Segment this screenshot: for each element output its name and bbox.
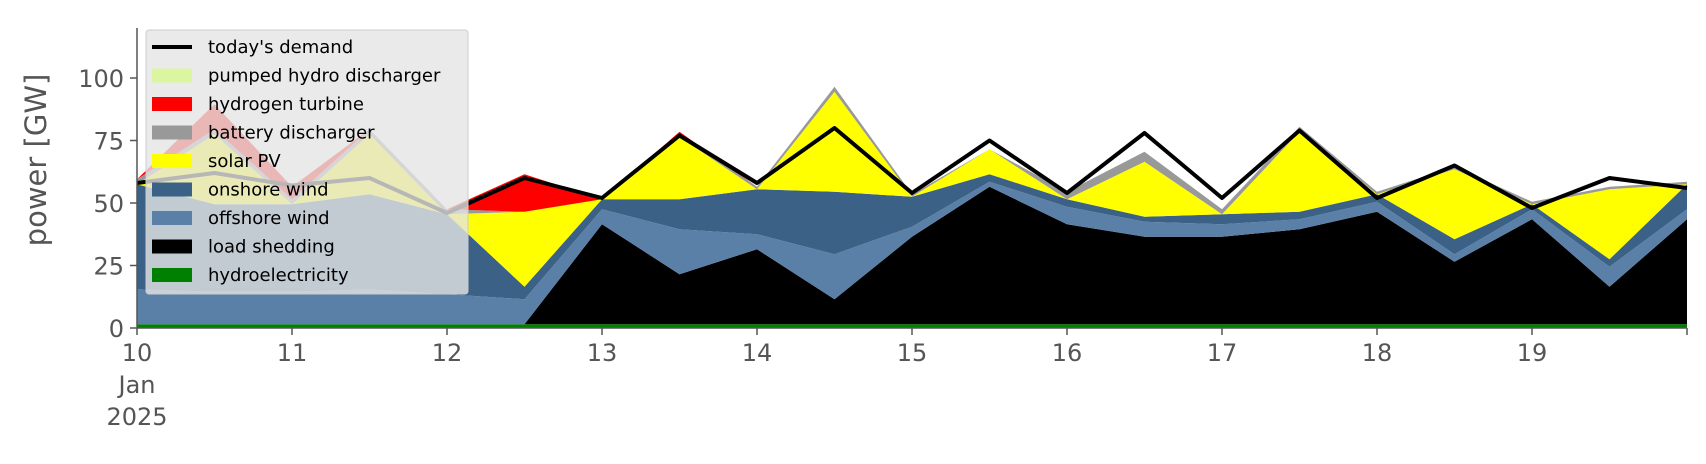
legend-swatch-onshore-wind — [152, 182, 192, 197]
x-tick-sublabel-month: Jan — [117, 371, 156, 399]
legend-label-hydrogen-turbine: hydrogen turbine — [208, 94, 364, 115]
legend-label-today-s-demand: today's demand — [208, 37, 353, 58]
area-hydrogen-turbine — [137, 86, 1687, 212]
x-tick-label: 17 — [1207, 339, 1238, 367]
area-hydroelectricity — [137, 324, 1687, 328]
x-tick-label: 14 — [742, 339, 773, 367]
legend-swatch-battery-discharger — [152, 125, 192, 140]
legend-swatch-pumped-hydro-discharger — [152, 68, 192, 83]
legend: today's demand pumped hydro discharger hyd… — [145, 29, 469, 295]
legend-label-battery-discharger: battery discharger — [208, 123, 375, 144]
legend-label-hydroelectricity: hydroelectricity — [208, 265, 349, 286]
legend-swatch-solar-pv — [152, 154, 192, 168]
legend-swatch-offshore-wind — [152, 211, 192, 225]
y-tick-label: 50 — [93, 190, 124, 218]
area-load-shedding — [137, 186, 1687, 325]
legend-box — [145, 29, 469, 295]
legend-label-load-shedding: load shedding — [208, 237, 335, 258]
x-tick-label: 10 — [122, 339, 153, 367]
y-tick-label: 25 — [93, 253, 124, 281]
legend-label-onshore-wind: onshore wind — [208, 180, 329, 201]
x-tick-sublabel-year: 2025 — [106, 403, 167, 431]
y-axis-label: power [GW] — [19, 74, 53, 247]
y-tick-label: 75 — [93, 128, 124, 156]
axes-group: 0 25 50 75 100 10 Jan 2025 11 12 13 14 15 16 17 18 19 — [78, 28, 1688, 431]
legend-label-solar-pv: solar PV — [208, 151, 281, 172]
area-solar-pv — [137, 91, 1687, 287]
legend-label-pumped-hydro-discharger: pumped hydro discharger — [208, 66, 441, 87]
legend-swatch-hydrogen-turbine — [152, 97, 192, 111]
x-tick-label: 13 — [587, 339, 618, 367]
y-tick-label: 100 — [78, 65, 124, 93]
legend-swatch-hydroelectricity — [152, 268, 192, 282]
area-offshore-wind — [137, 181, 1687, 325]
legend-swatch-load-shedding — [152, 239, 192, 254]
x-tick-label: 16 — [1052, 339, 1083, 367]
x-tick-label: 18 — [1362, 339, 1393, 367]
legend-label-offshore-wind: offshore wind — [208, 208, 330, 229]
x-tick-label: 19 — [1517, 339, 1548, 367]
x-tick-label: 12 — [432, 339, 463, 367]
x-tick-label: 15 — [897, 339, 928, 367]
y-tick-label: 0 — [109, 315, 124, 343]
x-tick-label: 11 — [277, 339, 308, 367]
